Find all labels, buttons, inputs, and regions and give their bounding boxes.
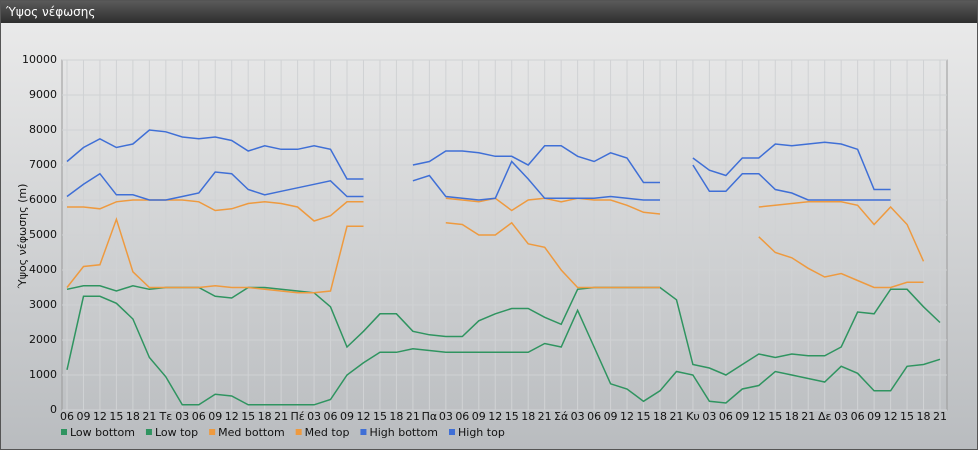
series-line (66, 285, 941, 376)
x-tick-label: 09 (604, 410, 618, 423)
y-tick-label: 4000 (29, 263, 57, 276)
x-tick-label: 21 (801, 410, 815, 423)
x-tick-label: Πέ (290, 410, 304, 423)
x-tick-label: 09 (867, 410, 881, 423)
x-tick-label: 12 (225, 410, 239, 423)
x-tick-label: 09 (472, 410, 486, 423)
x-tick-label: 15 (505, 410, 519, 423)
legend-swatch (145, 429, 152, 435)
x-tick-label: 21 (142, 410, 156, 423)
x-tick-label: 06 (851, 410, 865, 423)
y-tick-label: 3000 (29, 298, 57, 311)
x-tick-label: 15 (109, 410, 123, 423)
x-tick-label: 15 (241, 410, 255, 423)
x-tick-label: 12 (752, 410, 766, 423)
x-tick-label: 21 (274, 410, 288, 423)
series-line (66, 160, 891, 201)
y-tick-label: 1000 (29, 368, 57, 381)
y-tick-label: 2000 (29, 333, 57, 346)
x-tick-label: 09 (76, 410, 90, 423)
series-line (67, 197, 925, 262)
x-tick-label: 12 (488, 410, 502, 423)
x-tick-label: 18 (653, 410, 667, 423)
y-axis-label: Ύψος νέφωσης (m) (16, 184, 29, 290)
x-tick-label: 12 (356, 410, 370, 423)
y-tick-label: 5000 (29, 228, 57, 241)
x-tick-label: 18 (785, 410, 799, 423)
x-tick-label: 18 (126, 410, 140, 423)
x-tick-label: 03 (834, 410, 848, 423)
legend-swatch (61, 429, 67, 435)
x-tick-label: 03 (175, 410, 189, 423)
x-tick-label: Τε (158, 410, 172, 423)
x-tick-label: 15 (900, 410, 914, 423)
y-tick-label: 0 (50, 403, 57, 416)
legend-swatch (449, 429, 455, 435)
window-title: Ύψος νέφωσης (1, 1, 977, 23)
x-tick-label: 12 (93, 410, 107, 423)
x-tick-label: 21 (669, 410, 683, 423)
x-tick-label: 21 (538, 410, 552, 423)
legend-swatch (360, 429, 367, 435)
x-tick-label: 15 (768, 410, 782, 423)
x-tick-label: 21 (933, 410, 947, 423)
x-tick-label: 18 (258, 410, 272, 423)
series-line (66, 129, 891, 191)
y-tick-label: 6000 (29, 193, 57, 206)
x-tick-label: 06 (455, 410, 469, 423)
x-tick-label: 18 (521, 410, 535, 423)
legend-label: Med top (305, 426, 350, 439)
y-tick-label: 7000 (29, 158, 57, 171)
x-tick-label: 21 (406, 410, 420, 423)
y-tick-label: 8000 (29, 123, 57, 136)
x-tick-label: 06 (60, 410, 74, 423)
x-tick-label: 03 (571, 410, 585, 423)
legend-label: High bottom (369, 426, 438, 439)
x-tick-label: 09 (735, 410, 749, 423)
x-tick-label: Δε (818, 410, 832, 423)
x-tick-label: 03 (702, 410, 716, 423)
legend-label: Med bottom (218, 426, 285, 439)
x-tick-label: 09 (340, 410, 354, 423)
y-tick-label: 9000 (29, 88, 57, 101)
x-tick-label: 06 (324, 410, 338, 423)
x-tick-label: 15 (637, 410, 651, 423)
legend-swatch (295, 429, 302, 435)
x-tick-label: 06 (719, 410, 733, 423)
x-tick-label: Κυ (686, 410, 700, 423)
x-tick-label: 06 (587, 410, 601, 423)
x-tick-label: 12 (620, 410, 634, 423)
y-tick-label: 10000 (22, 53, 57, 66)
legend-label: High top (458, 426, 505, 439)
x-tick-label: 06 (192, 410, 206, 423)
legend-label: Low top (155, 426, 198, 439)
x-tick-label: 18 (917, 410, 931, 423)
x-tick-label: 03 (439, 410, 453, 423)
series-line (66, 295, 941, 406)
series-line (66, 216, 924, 294)
legend-label: Low bottom (70, 426, 135, 439)
x-tick-label: 09 (208, 410, 222, 423)
x-tick-label: 12 (884, 410, 898, 423)
x-tick-label: Σά (554, 410, 568, 423)
x-tick-label: 03 (307, 410, 321, 423)
x-tick-label: Πα (422, 410, 438, 423)
x-tick-label: 18 (389, 410, 403, 423)
x-tick-label: 15 (373, 410, 387, 423)
legend-swatch (209, 429, 216, 435)
